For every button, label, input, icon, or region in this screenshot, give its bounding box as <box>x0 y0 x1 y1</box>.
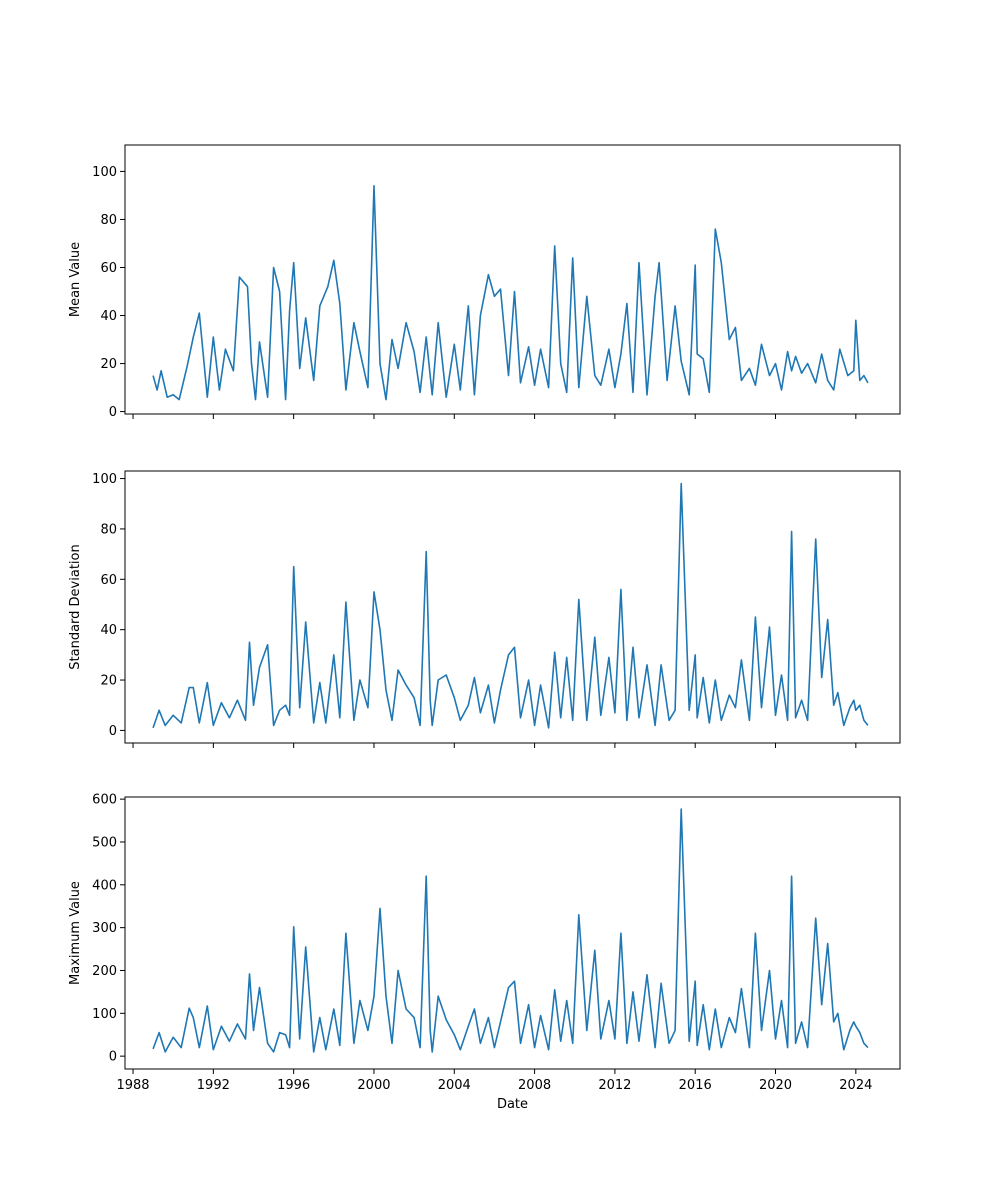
x-tick-label: 1996 <box>277 1078 310 1093</box>
x-tick-label: 1988 <box>116 1078 149 1093</box>
x-tick-label: 2020 <box>759 1078 792 1093</box>
y-tick-label: 20 <box>100 357 117 372</box>
series-line-maximum-value <box>152 808 869 1053</box>
y-tick-label: 80 <box>100 522 117 537</box>
y-tick-label: 0 <box>109 1050 117 1065</box>
x-tick-label: 1992 <box>197 1078 230 1093</box>
y-tick-label: 100 <box>92 472 117 487</box>
y-axis-label: Maximum Value <box>68 881 83 985</box>
panel-standard-deviation: 0 20 40 60 80 100 Standard Deviation <box>68 470 901 748</box>
y-tick-label: 60 <box>100 573 117 588</box>
y-tick-label: 600 <box>92 793 117 808</box>
plot-frame <box>124 144 901 415</box>
series-line-mean-value <box>152 185 869 401</box>
y-tick-label: 400 <box>92 878 117 893</box>
panel-mean-value: 0 20 40 60 80 100 Mean Value <box>68 144 901 420</box>
x-tick-label: 2024 <box>839 1078 872 1093</box>
y-tick-label: 0 <box>109 405 117 420</box>
y-tick-label: 200 <box>92 964 117 979</box>
y-tick-label: 80 <box>100 213 117 228</box>
y-tick-label: 0 <box>109 724 117 739</box>
y-tick-label: 40 <box>100 623 117 638</box>
y-tick-label: 100 <box>92 165 117 180</box>
y-tick-label: 40 <box>100 309 117 324</box>
x-axis-label: Date <box>497 1097 528 1112</box>
y-tick-label: 500 <box>92 835 117 850</box>
x-tick-label: 2008 <box>518 1078 551 1093</box>
y-tick-label: 100 <box>92 1007 117 1022</box>
panel-maximum-value: 0 100 200 300 400 500 600 1988 1992 1996 2000 2004 2… <box>68 793 901 1112</box>
series-line-standard-deviation <box>152 482 869 729</box>
plot-frame <box>124 796 901 1070</box>
x-tick-label: 2016 <box>679 1078 712 1093</box>
y-tick-label: 300 <box>92 921 117 936</box>
y-axis-label: Mean Value <box>68 242 83 317</box>
x-tick-label: 2000 <box>357 1078 390 1093</box>
x-tick-label: 2012 <box>598 1078 631 1093</box>
y-axis-label: Standard Deviation <box>68 544 83 669</box>
plot-frame <box>124 470 901 744</box>
y-tick-label: 60 <box>100 261 117 276</box>
x-tick-label: 2004 <box>438 1078 471 1093</box>
y-tick-label: 20 <box>100 674 117 689</box>
